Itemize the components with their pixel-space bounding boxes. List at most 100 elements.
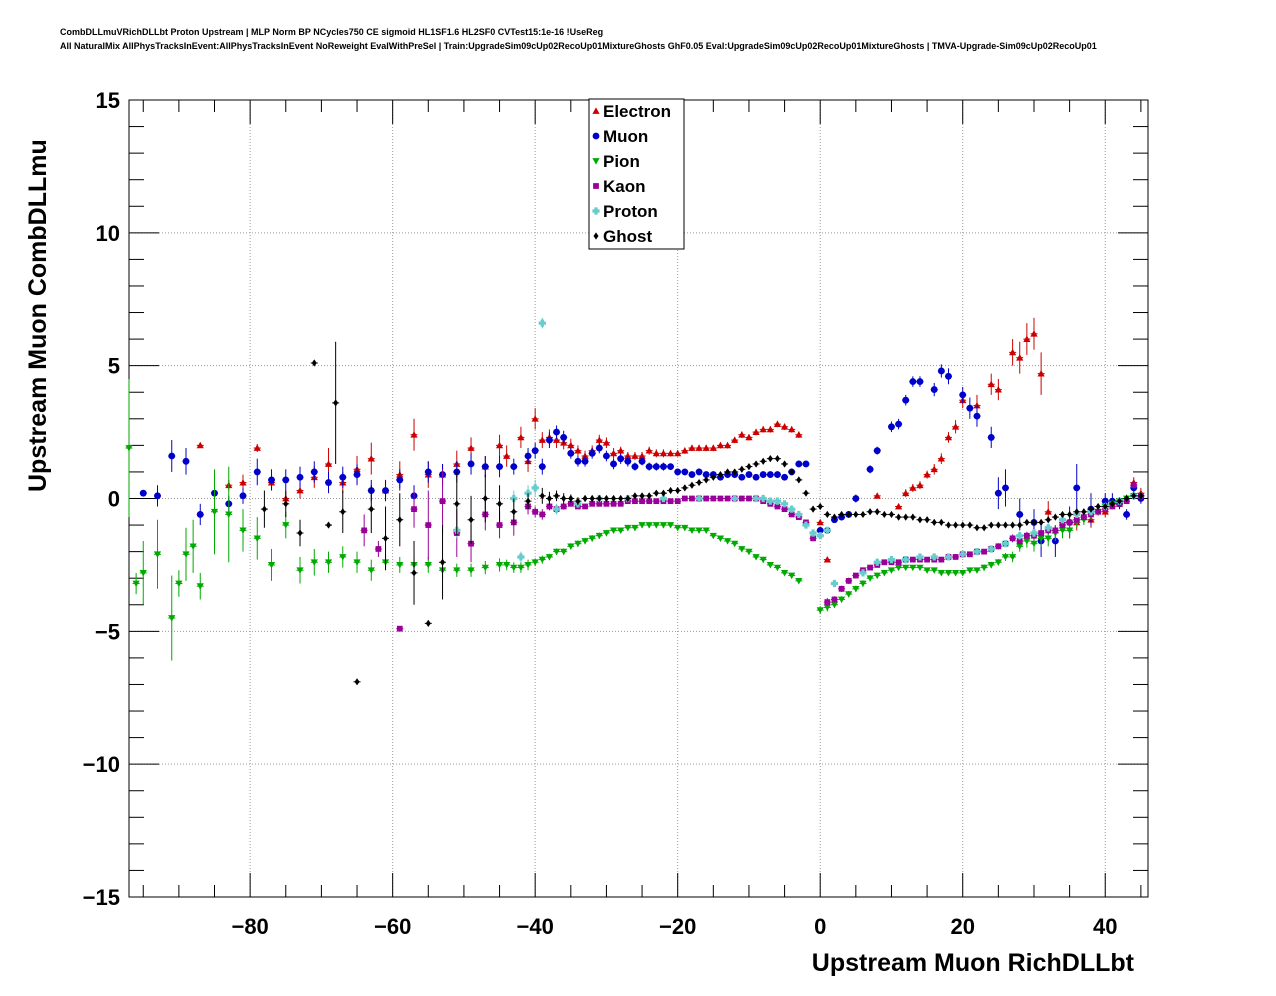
data-point-pion xyxy=(937,570,945,577)
data-point-proton xyxy=(1044,524,1052,532)
data-point-ghost xyxy=(1031,518,1037,527)
data-point-pion xyxy=(125,445,133,452)
data-point-ghost xyxy=(1138,492,1144,500)
data-point-pion xyxy=(652,522,660,529)
y-axis-title: Upstream Muon CombDLLmu xyxy=(24,139,52,492)
data-point-electron xyxy=(602,439,611,446)
data-point-ghost xyxy=(497,500,503,508)
data-point-electron xyxy=(688,444,696,451)
x-tick-label: 20 xyxy=(950,914,974,939)
data-point-muon xyxy=(752,473,760,481)
legend: Electron Muon Pion Kaon Proton Ghost xyxy=(588,98,685,250)
data-point-electron xyxy=(1030,330,1038,337)
data-point-muon xyxy=(1073,484,1081,492)
data-point-electron xyxy=(595,436,603,443)
data-point-muon xyxy=(660,463,667,471)
data-point-muon xyxy=(987,433,995,441)
data-point-pion xyxy=(702,527,710,534)
data-point-ghost xyxy=(853,510,859,519)
data-point-pion xyxy=(980,564,988,572)
data-point-ghost xyxy=(917,516,923,524)
data-point-pion xyxy=(1037,535,1045,542)
data-point-kaon xyxy=(952,554,959,560)
data-point-muon xyxy=(588,449,596,457)
data-point-pion xyxy=(987,562,995,569)
data-point-ghost xyxy=(717,470,723,479)
data-point-proton xyxy=(517,553,525,561)
data-point-ghost xyxy=(1088,505,1094,513)
data-point-ghost xyxy=(1102,502,1108,511)
data-point-electron xyxy=(731,436,739,443)
legend-label-pion: Pion xyxy=(603,152,640,171)
data-point-ghost xyxy=(568,494,574,503)
data-point-pion xyxy=(923,567,931,574)
data-point-pion xyxy=(253,535,261,542)
data-point-kaon xyxy=(1059,522,1066,528)
data-point-pion xyxy=(766,562,774,569)
data-point-proton xyxy=(752,494,760,503)
data-point-kaon xyxy=(1080,514,1087,520)
data-point-pion xyxy=(139,570,147,577)
data-point-proton xyxy=(987,545,995,553)
data-point-proton xyxy=(873,558,881,566)
data-point-muon xyxy=(888,423,895,431)
data-point-electron xyxy=(617,447,625,454)
data-point-muon xyxy=(766,471,774,479)
data-point-proton xyxy=(916,553,924,561)
data-point-kaon xyxy=(425,522,432,528)
series-muon xyxy=(139,364,1145,557)
data-point-proton xyxy=(531,484,539,492)
x-tick-label: −60 xyxy=(374,914,411,939)
data-point-ghost xyxy=(589,494,595,503)
data-point-electron xyxy=(944,433,953,441)
data-point-electron xyxy=(239,478,247,486)
data-point-pion xyxy=(467,567,475,574)
data-point-kaon xyxy=(681,495,688,502)
data-point-pion xyxy=(588,535,596,542)
data-point-ghost xyxy=(839,510,845,519)
data-point-ghost xyxy=(1095,502,1101,511)
data-point-pion xyxy=(495,562,504,569)
data-point-pion xyxy=(602,530,611,537)
data-point-muon xyxy=(553,428,560,436)
data-point-kaon xyxy=(546,503,553,510)
data-point-kaon xyxy=(1130,482,1137,489)
data-point-electron xyxy=(567,441,575,449)
data-point-electron xyxy=(631,452,639,459)
data-point-kaon xyxy=(824,599,831,605)
data-point-muon xyxy=(574,457,582,465)
data-point-ghost xyxy=(732,468,738,476)
data-point-muon xyxy=(531,447,539,455)
data-point-electron xyxy=(909,484,917,491)
legend-label-electron: Electron xyxy=(603,102,671,121)
data-point-electron xyxy=(674,449,682,457)
data-point-muon xyxy=(745,471,753,479)
data-point-electron xyxy=(467,444,475,451)
data-point-ghost xyxy=(767,455,773,463)
data-point-pion xyxy=(424,562,432,569)
data-point-pion xyxy=(538,556,546,564)
data-point-kaon xyxy=(667,498,674,505)
data-point-electron xyxy=(253,444,261,451)
data-point-muon xyxy=(196,511,204,518)
data-point-pion xyxy=(688,527,696,534)
data-point-pion xyxy=(723,538,732,545)
data-point-muon xyxy=(873,447,881,455)
data-point-pion xyxy=(581,538,589,545)
data-point-electron xyxy=(788,425,796,433)
data-point-kaon xyxy=(717,495,724,502)
data-point-pion xyxy=(210,508,219,516)
data-point-electron xyxy=(902,489,910,497)
data-point-muon xyxy=(681,468,689,476)
data-point-pion xyxy=(132,580,140,588)
data-point-proton xyxy=(552,505,561,513)
data-point-electron xyxy=(780,423,789,430)
data-point-electron xyxy=(367,455,375,462)
data-point-muon xyxy=(638,457,646,465)
data-point-muon xyxy=(510,463,518,471)
data-point-ghost xyxy=(846,510,852,519)
x-tick-label: 40 xyxy=(1093,914,1117,939)
data-point-muon xyxy=(631,463,639,471)
data-point-ghost xyxy=(874,508,880,516)
data-point-muon xyxy=(268,476,275,484)
